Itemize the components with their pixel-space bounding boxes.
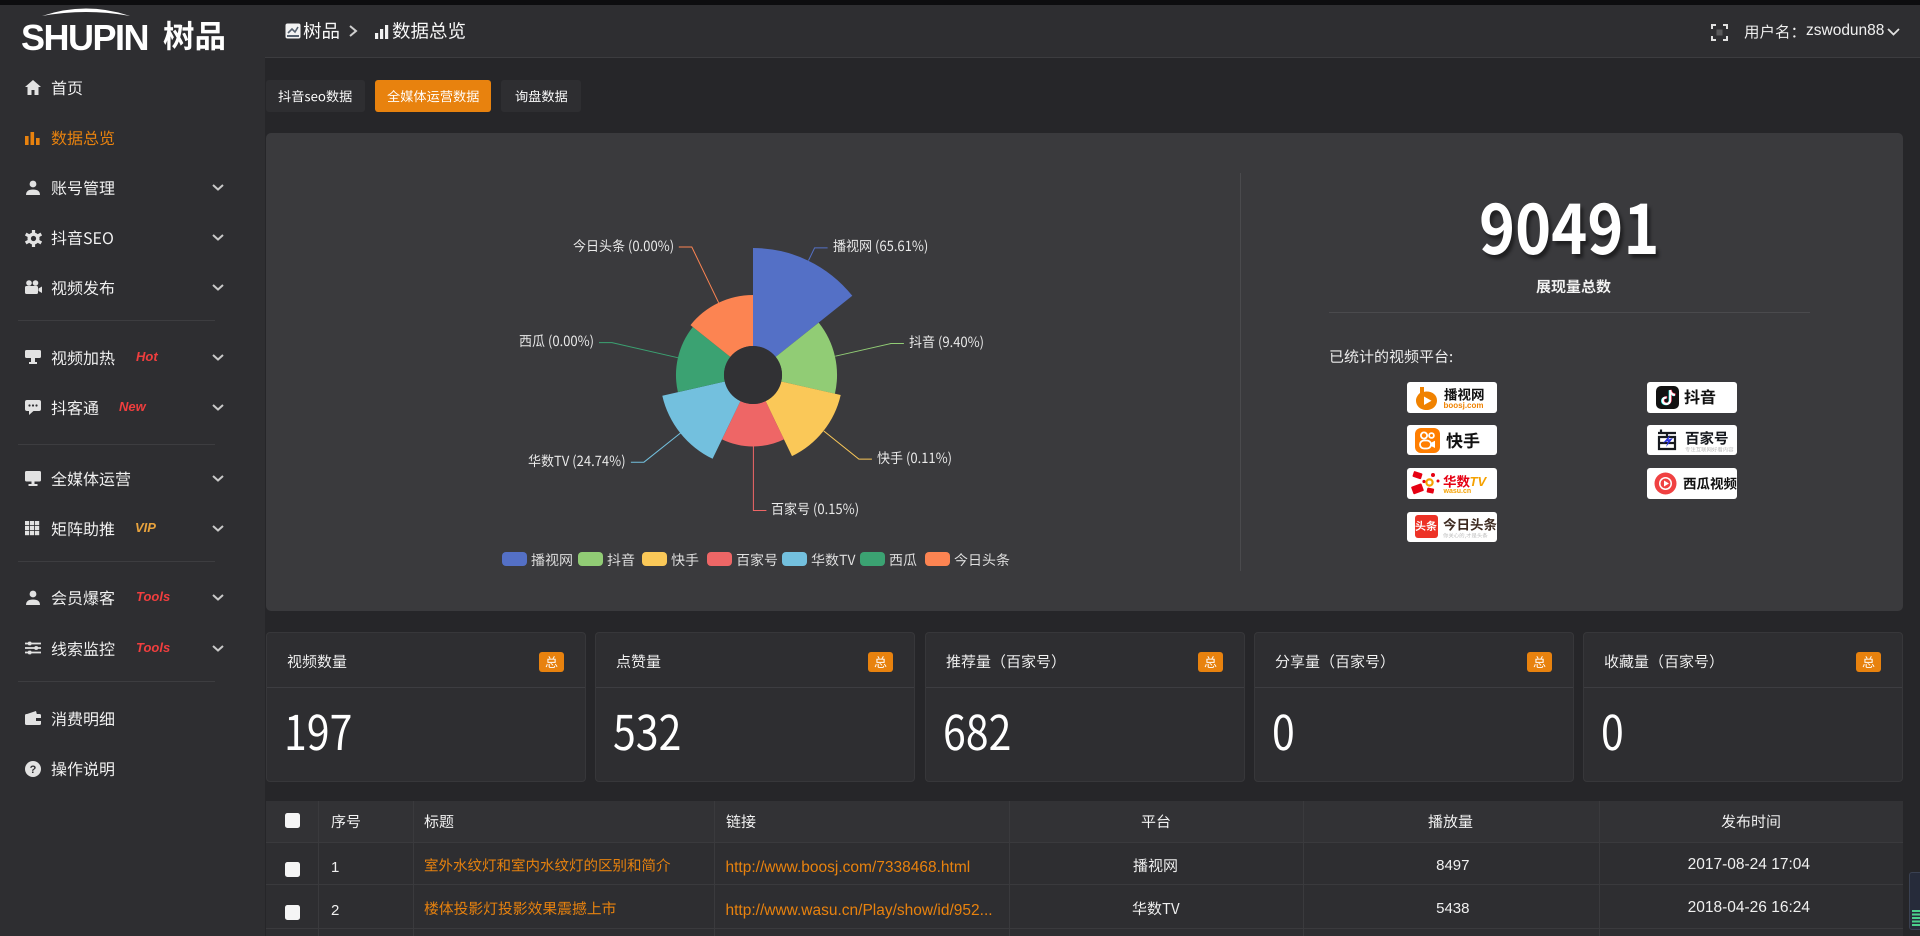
svg-text:?: ?: [30, 764, 37, 776]
